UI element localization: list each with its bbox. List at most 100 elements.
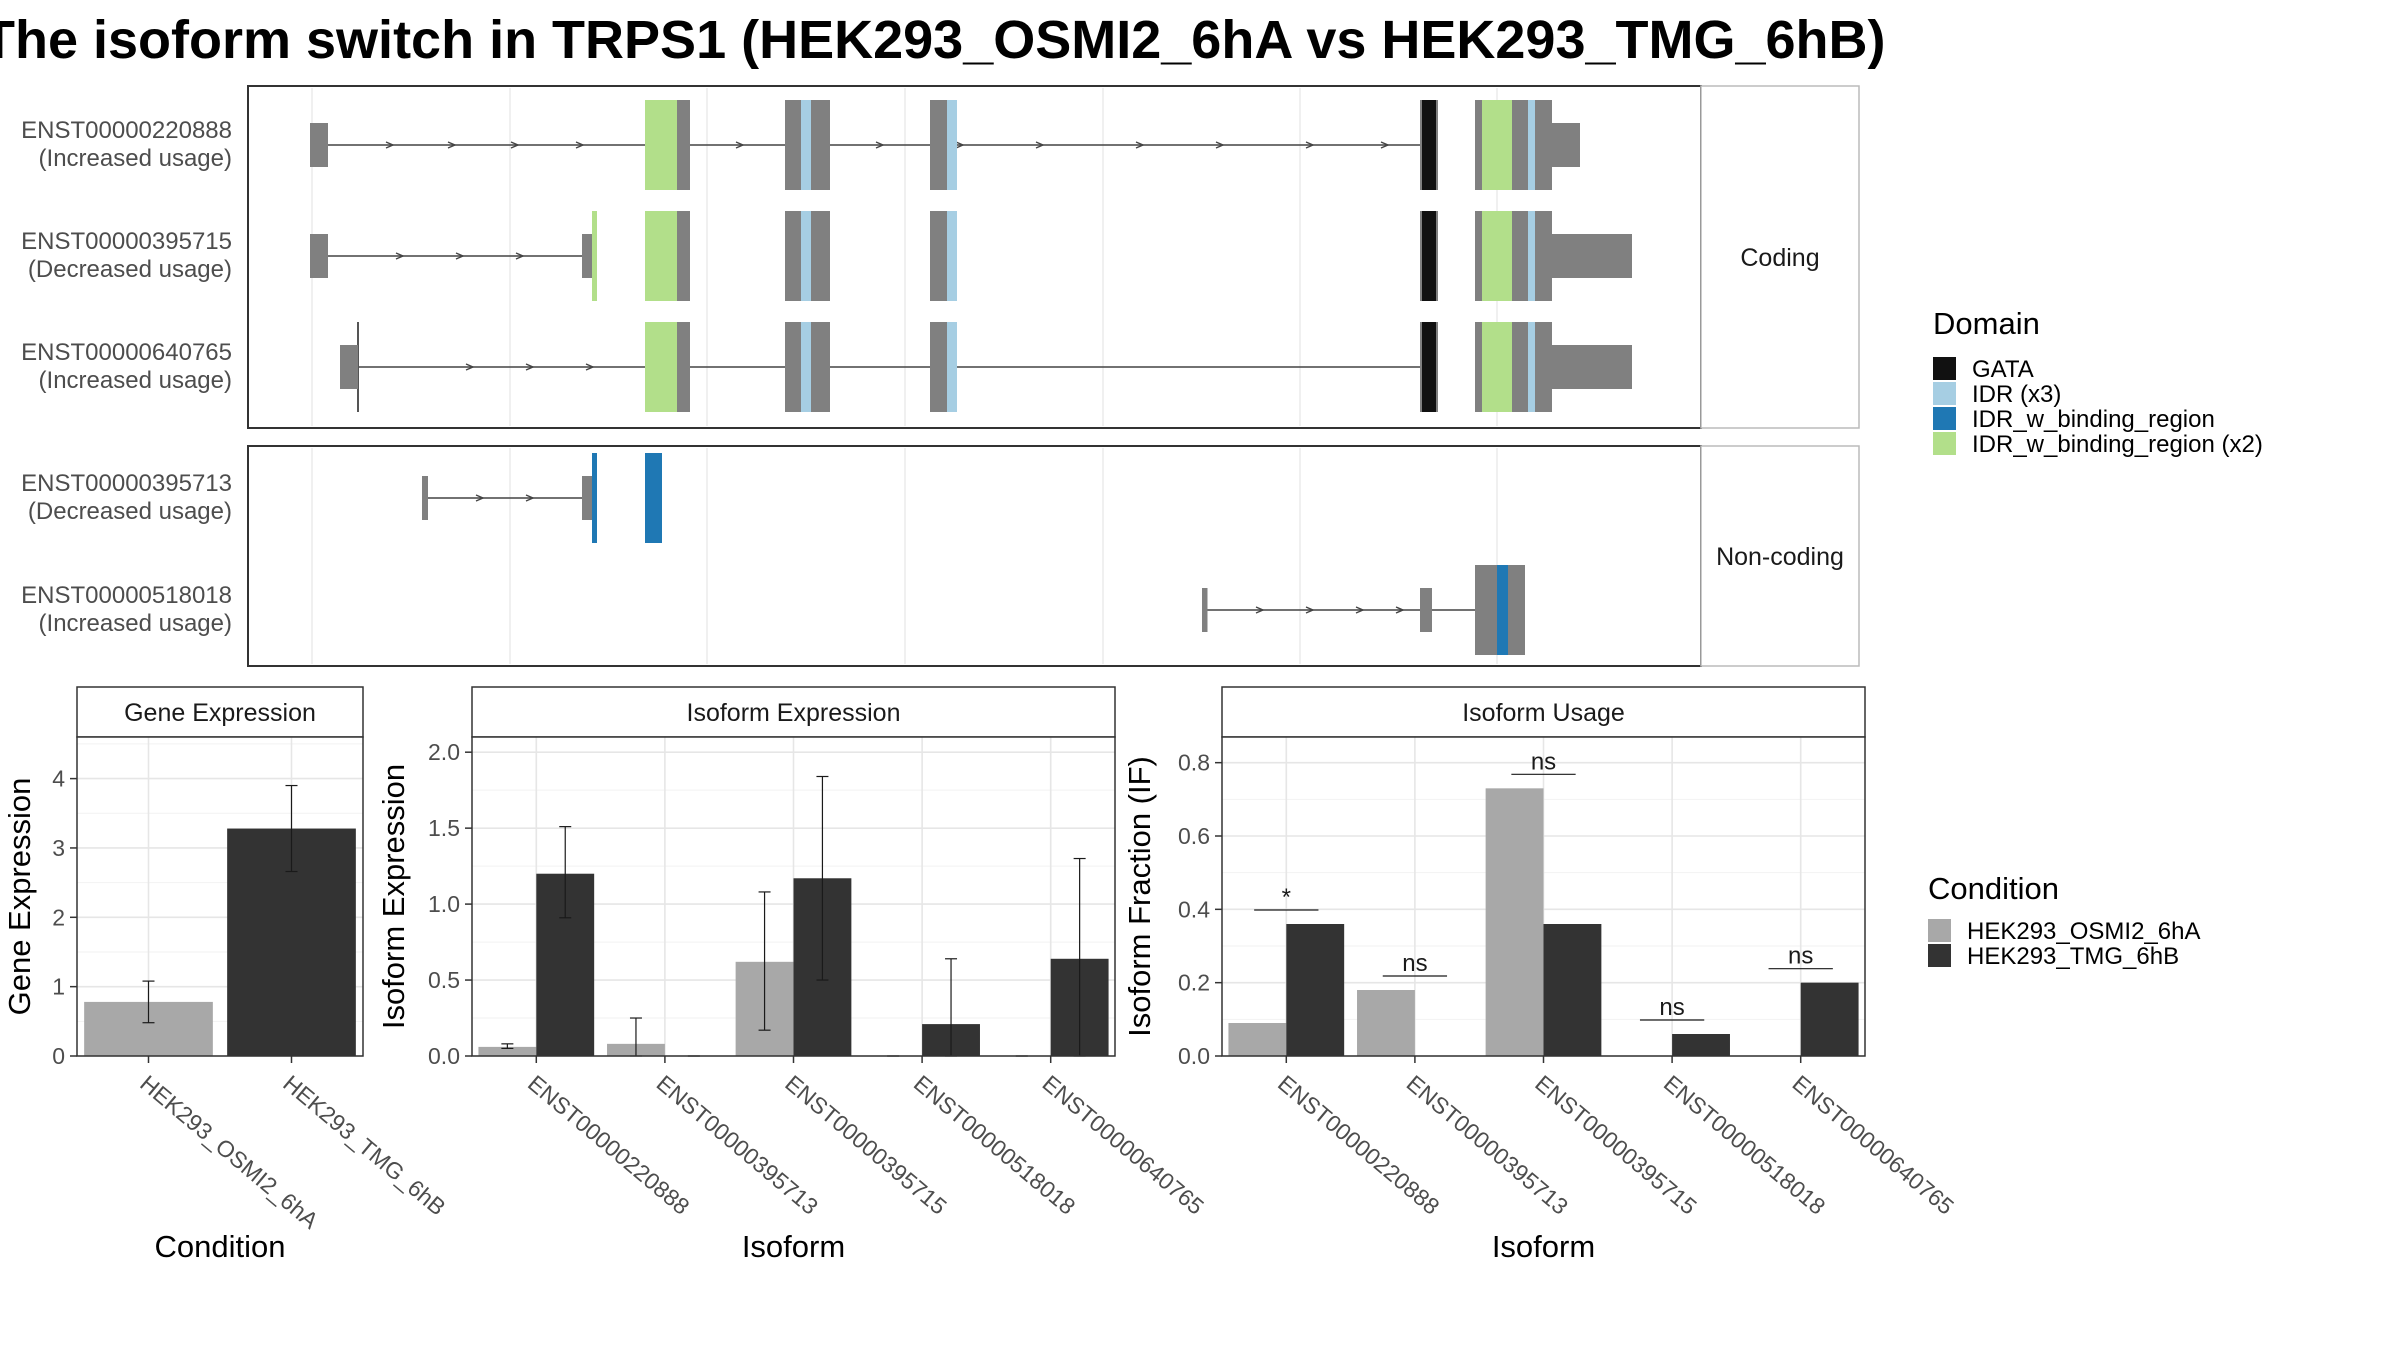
domain-segment	[1482, 322, 1512, 412]
domain-segment	[645, 100, 677, 190]
domain-legend-label: GATA	[1972, 356, 2034, 383]
bar	[1485, 788, 1544, 1056]
utr-exon	[310, 234, 328, 278]
strand-arrow	[385, 141, 395, 149]
y-tick-label: 0.4	[1178, 896, 1210, 922]
noncoding-label: Non-coding	[1716, 543, 1844, 571]
significance-label: ns	[1788, 943, 1813, 970]
chart-title: Isoform Usage	[1462, 699, 1625, 727]
isoform-label-column: ENST00000220888(Increased usage)ENST0000…	[21, 117, 232, 637]
domain-segment	[645, 322, 677, 412]
facet-strip	[1221, 686, 1866, 738]
domain-legend-label: IDR (x3)	[1972, 381, 2061, 408]
strand-arrow	[515, 252, 525, 260]
strand-arrow	[735, 141, 745, 149]
strand-arrow	[1395, 606, 1405, 614]
y-tick-label: 0.8	[1178, 750, 1210, 776]
isoform-usage-label: (Increased usage)	[39, 610, 232, 637]
y-tick-label: 4	[52, 766, 65, 792]
domain-segment	[1482, 100, 1512, 190]
bar	[1357, 990, 1415, 1056]
condition-legend-title: Condition	[1928, 871, 2059, 906]
utr-exon	[340, 345, 358, 389]
isoform-usage-label: (Decreased usage)	[28, 256, 232, 283]
y-tick-label: 0.0	[428, 1043, 460, 1069]
domain-legend-title: Domain	[1933, 306, 2040, 341]
y-tick-label: 1.0	[428, 891, 460, 917]
domain-segment	[1422, 100, 1436, 190]
domain-segment	[1497, 565, 1508, 655]
domain-segment	[592, 453, 597, 543]
strand-arrow	[1255, 606, 1265, 614]
noncoding-strip	[1700, 445, 1860, 667]
strand-arrow	[395, 252, 405, 260]
isoform-id-label: ENST00000395715	[21, 228, 232, 255]
domain-segment	[645, 453, 662, 543]
strand-arrow	[1215, 141, 1225, 149]
domain-legend-label: IDR_w_binding_region	[1972, 406, 2215, 433]
significance-label: ns	[1531, 748, 1556, 775]
domain-segment	[801, 211, 811, 301]
strand-arrow	[455, 252, 465, 260]
isoform-usage-chart: Isoform Usage*nsnsnsns0.00.20.40.60.8ENS…	[1122, 686, 1959, 1264]
chart-title: Isoform Expression	[687, 699, 901, 727]
utr-exon	[422, 476, 428, 520]
strand-arrow	[1035, 141, 1045, 149]
y-tick-label: 0.0	[1178, 1043, 1210, 1069]
strand-arrow	[585, 363, 595, 371]
y-tick-label: 0	[52, 1043, 65, 1069]
strand-arrow	[465, 363, 475, 371]
domain-segment	[801, 100, 811, 190]
bar	[1800, 982, 1859, 1056]
domain-segment	[1482, 211, 1512, 301]
y-tick-label: 0.2	[1178, 970, 1210, 996]
domain-legend-swatch	[1933, 382, 1956, 405]
domain-legend-label: IDR_w_binding_region (x2)	[1972, 431, 2263, 458]
bar	[1543, 924, 1602, 1056]
x-axis-title: Isoform	[742, 1229, 845, 1264]
bar	[1672, 1034, 1730, 1056]
strand-arrow	[475, 494, 485, 502]
isoform-id-label: ENST00000640765	[21, 339, 232, 366]
significance-label: ns	[1402, 950, 1427, 977]
strand-arrow	[447, 141, 457, 149]
domain-segment	[947, 100, 957, 190]
significance-label: *	[1282, 884, 1291, 911]
y-tick-label: 0.5	[428, 967, 460, 993]
condition-legend-swatch	[1928, 944, 1951, 967]
y-tick-label: 2	[52, 904, 65, 930]
y-tick-label: 0.6	[1178, 823, 1210, 849]
domain-segment	[801, 322, 811, 412]
y-axis-title: Gene Expression	[2, 778, 37, 1016]
condition-legend-label: HEK293_OSMI2_6hA	[1967, 918, 2200, 945]
chart-title: Gene Expression	[124, 699, 316, 727]
utr-exon	[310, 123, 328, 167]
y-axis-title: Isoform Fraction (IF)	[1122, 756, 1157, 1037]
bar	[478, 1046, 537, 1056]
domain-legend-swatch	[1933, 432, 1956, 455]
coding-strip	[1700, 85, 1860, 429]
domain-segment	[947, 211, 957, 301]
domain-legend-swatch	[1933, 407, 1956, 430]
transcript-tracks	[310, 100, 1632, 655]
strand-arrow	[525, 363, 535, 371]
coding-panel	[247, 85, 1702, 429]
condition-legend-swatch	[1928, 919, 1951, 942]
domain-segment	[947, 322, 957, 412]
bar	[1228, 1023, 1287, 1056]
isoform-usage-label: (Decreased usage)	[28, 498, 232, 525]
domain-segment	[1528, 322, 1535, 412]
strand-arrow	[955, 141, 965, 149]
significance-label: ns	[1659, 994, 1684, 1021]
noncoding-panel	[247, 445, 1702, 667]
utr-exon	[1552, 234, 1632, 278]
bar	[1286, 924, 1345, 1056]
strand-arrow	[875, 141, 885, 149]
strand-arrow	[1355, 606, 1365, 614]
utr-exon	[1420, 588, 1432, 632]
strand-arrow	[1305, 606, 1315, 614]
strand-arrow	[575, 141, 585, 149]
